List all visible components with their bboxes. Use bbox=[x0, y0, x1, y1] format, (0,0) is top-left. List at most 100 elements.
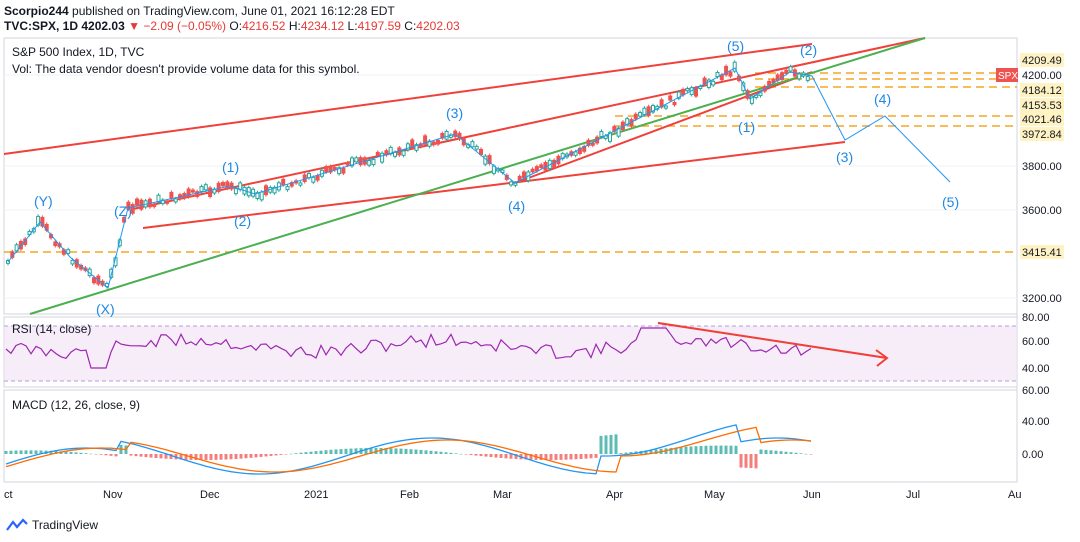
author-name[interactable]: Scorpio244 bbox=[4, 4, 69, 18]
candle-body bbox=[324, 166, 329, 173]
macd-bar bbox=[769, 450, 773, 454]
macd-label: MACD (12, 26, close, 9) bbox=[12, 398, 140, 412]
candle-body bbox=[659, 99, 664, 108]
macd-bar bbox=[789, 452, 793, 454]
candle-body bbox=[522, 171, 526, 178]
macd-bar bbox=[284, 454, 288, 455]
footer-brand[interactable]: TradingView bbox=[32, 518, 99, 532]
candle-body bbox=[767, 80, 772, 86]
time-tick: Jun bbox=[803, 489, 821, 501]
candle-body bbox=[509, 181, 514, 186]
price-change: −2.09 (−0.05%) bbox=[143, 19, 227, 33]
macd-bar bbox=[274, 454, 278, 456]
time-tick: Nov bbox=[103, 489, 123, 501]
candle-body bbox=[371, 159, 376, 165]
trendlines bbox=[3, 37, 926, 359]
macd-bar bbox=[494, 454, 498, 458]
macd-bar bbox=[104, 454, 108, 456]
candle-body bbox=[599, 130, 604, 137]
macd-bar bbox=[804, 453, 808, 455]
macd-bar bbox=[774, 450, 778, 454]
macd-bar bbox=[184, 454, 188, 460]
candle-body bbox=[169, 191, 174, 199]
level-label: 3415.41 bbox=[1022, 247, 1062, 259]
rsi-label: RSI (14, close) bbox=[12, 322, 91, 336]
time-tick: Mar bbox=[493, 489, 512, 501]
candle-body bbox=[298, 182, 303, 186]
macd-bar bbox=[409, 449, 413, 454]
time-tick: Dec bbox=[200, 489, 220, 501]
candle-body bbox=[405, 143, 410, 151]
macd-bar bbox=[79, 452, 83, 454]
macd-bar bbox=[164, 454, 168, 459]
candle-body bbox=[638, 111, 643, 117]
wave-label: (Z) bbox=[114, 203, 132, 219]
time-tick: Feb bbox=[400, 489, 419, 501]
wave-label: (1) bbox=[738, 119, 755, 135]
level-label: 4153.53 bbox=[1022, 100, 1062, 112]
macd-bar bbox=[449, 452, 453, 454]
macd-bar bbox=[619, 453, 623, 454]
macd-bar bbox=[49, 450, 53, 454]
macd-bar bbox=[704, 445, 708, 454]
candle-body bbox=[255, 192, 260, 199]
macd-bar bbox=[809, 454, 813, 455]
candle-body bbox=[186, 188, 191, 198]
macd-bar bbox=[439, 451, 443, 454]
candle-body bbox=[633, 113, 638, 120]
candle-body bbox=[358, 157, 363, 166]
candle-body bbox=[414, 144, 419, 151]
candle-body bbox=[66, 249, 71, 254]
low-value: 4197.59 bbox=[357, 19, 401, 33]
candle-body bbox=[130, 204, 135, 214]
macd-bar bbox=[259, 454, 263, 457]
candle-body bbox=[350, 157, 354, 167]
macd-bar bbox=[799, 453, 803, 454]
macd-bar bbox=[429, 450, 433, 454]
candle-body bbox=[711, 80, 716, 86]
macd-bar bbox=[649, 449, 653, 454]
wave-label: (2) bbox=[800, 42, 817, 58]
macd-bar bbox=[584, 454, 588, 459]
macd-bar bbox=[34, 450, 38, 454]
macd-pane bbox=[3, 389, 1018, 483]
macd-bar bbox=[9, 450, 13, 454]
macd-bar bbox=[624, 452, 628, 454]
candle-body bbox=[431, 141, 436, 146]
wave-label: (4) bbox=[874, 91, 891, 107]
macd-bar bbox=[209, 454, 213, 460]
macd-bar bbox=[389, 448, 393, 454]
candle-body bbox=[281, 178, 286, 186]
macd-tick: 40.00 bbox=[1022, 416, 1050, 428]
candle-body bbox=[160, 199, 165, 205]
wave-label: (4) bbox=[508, 198, 525, 214]
macd-bar bbox=[759, 449, 763, 454]
macd-bar bbox=[459, 453, 463, 455]
candle-body bbox=[676, 91, 681, 99]
macd-bar bbox=[524, 454, 528, 460]
high-value: 4234.12 bbox=[300, 19, 345, 33]
price-tick: 4200.00 bbox=[1022, 70, 1062, 82]
chart-area[interactable]: (Y) (Z) (X) (1) (2) (3) (4) (5) (2) (1) … bbox=[0, 36, 1080, 512]
macd-bar bbox=[149, 454, 153, 458]
macd-bar bbox=[239, 454, 243, 459]
candle-body bbox=[190, 189, 195, 193]
candle-body bbox=[797, 73, 802, 80]
macd-bar bbox=[319, 450, 323, 454]
macd-bar bbox=[264, 454, 268, 457]
macd-bar bbox=[444, 452, 448, 454]
macd-bar bbox=[569, 454, 573, 460]
price-tick: 3800.00 bbox=[1022, 161, 1062, 173]
macd-bar bbox=[309, 451, 313, 454]
candle-body bbox=[337, 167, 342, 175]
candle-body bbox=[208, 187, 213, 197]
wave-label: (X) bbox=[96, 301, 115, 317]
candle-body bbox=[668, 95, 673, 101]
rsi-tick: 60.00 bbox=[1022, 336, 1050, 348]
macd-bar bbox=[229, 454, 233, 460]
candle-body bbox=[126, 201, 131, 210]
macd-bar bbox=[739, 454, 743, 468]
candle-body bbox=[135, 198, 139, 206]
macd-bar bbox=[304, 452, 308, 454]
macd-bar bbox=[354, 448, 358, 454]
